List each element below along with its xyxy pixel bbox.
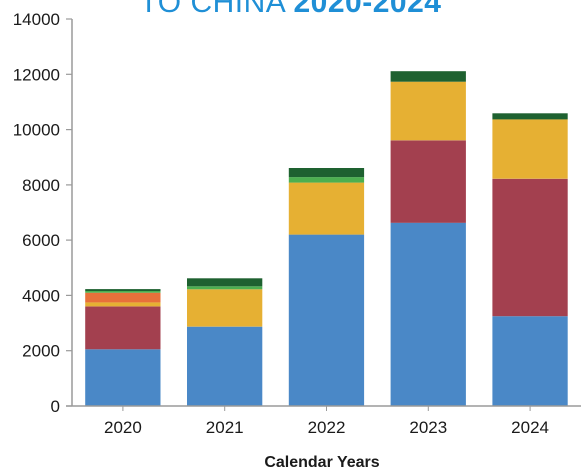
y-tick-label-0: 0: [51, 397, 60, 416]
bar-segment-2021-series-6: [187, 278, 263, 287]
bar-segment-2023-series-3: [390, 81, 466, 141]
y-tick-label-8000: 8000: [22, 176, 60, 195]
y-tick-label-6000: 6000: [22, 231, 60, 250]
bar-segment-2024-series-3: [492, 119, 568, 179]
bar-segment-2021-series-5: [187, 286, 263, 290]
bars-group: [85, 71, 568, 406]
bar-segment-2023-series-2: [390, 140, 466, 223]
x-tick-label-2021: 2021: [206, 418, 244, 437]
bar-segment-2020-series-6: [85, 289, 161, 291]
y-tick-label-2000: 2000: [22, 342, 60, 361]
bar-segment-2021-series-1: [187, 326, 263, 406]
bar-segment-2021-series-3: [187, 289, 263, 327]
bar-segment-2020-series-3: [85, 302, 161, 307]
x-axis: 2020 2021 2022 2023 2024: [66, 405, 581, 437]
bar-segment-2024-series-6: [492, 113, 568, 120]
chart-title-part1: TO CHINA: [139, 0, 294, 19]
bar-segment-2020-series-1: [85, 349, 161, 406]
bar-segment-2020-series-4: [85, 292, 161, 303]
bar-segment-2020-series-2: [85, 306, 161, 350]
bar-segment-2022-series-6: [288, 168, 365, 178]
bar-segment-2022-series-1: [288, 234, 365, 406]
x-tick-label-2024: 2024: [511, 418, 549, 437]
bar-segment-2024-series-2: [492, 178, 568, 317]
y-tick-label-4000: 4000: [22, 286, 60, 305]
y-tick-label-14000: 14000: [13, 10, 60, 29]
bar-segment-2023-series-6: [390, 71, 466, 82]
bar-segment-2023-series-1: [390, 222, 466, 406]
chart-title: TO CHINA 2020-2024: [0, 0, 581, 20]
x-tick-label-2023: 2023: [409, 418, 447, 437]
bar-segment-2022-series-5: [288, 177, 365, 183]
x-axis-title: Calendar Years: [264, 454, 379, 468]
y-axis: 0 2000 4000 6000 8000 10000 12000 14000: [13, 10, 73, 416]
bar-segment-2022-series-3: [288, 182, 365, 235]
x-tick-label-2022: 2022: [308, 418, 346, 437]
y-tick-label-12000: 12000: [13, 65, 60, 84]
y-tick-label-10000: 10000: [13, 121, 60, 140]
x-tick-label-2020: 2020: [104, 418, 142, 437]
chart-title-part2: 2020-2024: [293, 0, 442, 19]
bar-segment-2020-series-5: [85, 291, 161, 293]
bar-segment-2024-series-1: [492, 316, 568, 406]
